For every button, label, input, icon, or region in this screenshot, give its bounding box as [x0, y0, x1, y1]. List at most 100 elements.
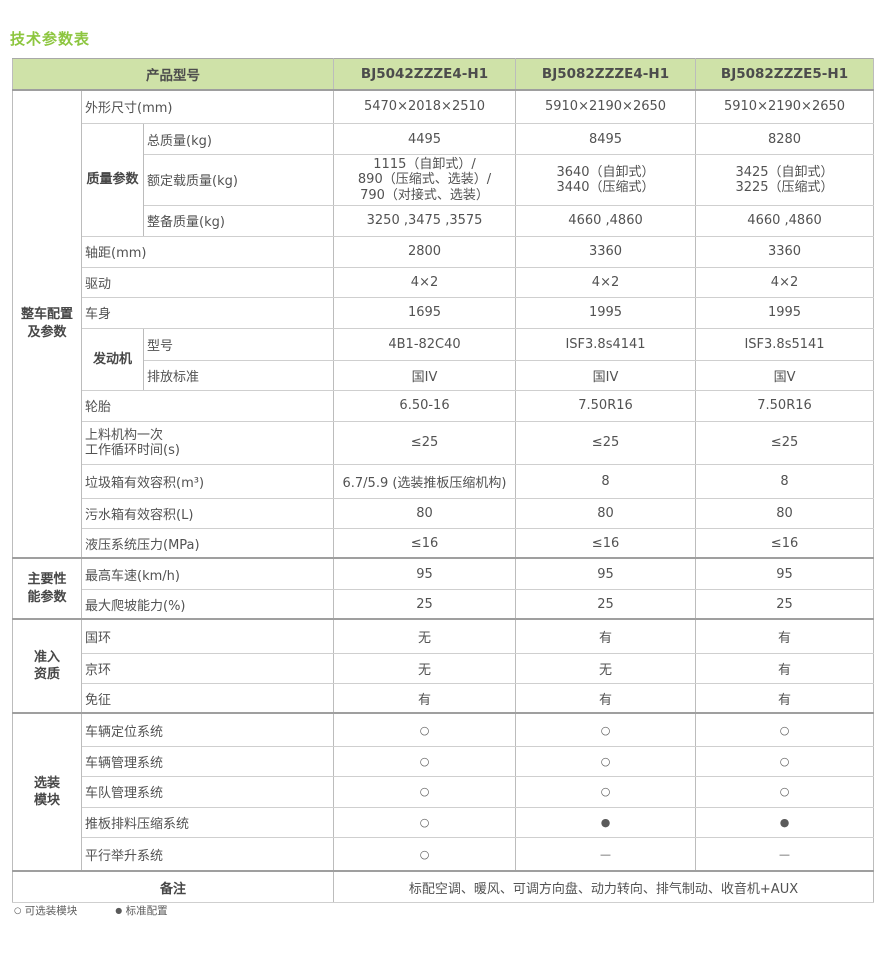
table-row-wheelbase: 轴距(mm) 2800 3360 3360: [13, 235, 875, 268]
row-label: 垃圾箱有效容积(m³): [80, 463, 335, 499]
cell-value: 4×2: [695, 266, 875, 298]
cell-symbol: ○: [515, 775, 697, 808]
row-label: 外形尺寸(mm): [80, 89, 335, 124]
table-row-remark: 备注 标配空调、暖风、可调方向盘、动力转向、排气制动、收音机+AUX: [11, 870, 875, 903]
remark-value: 标配空调、暖风、可调方向盘、动力转向、排气制动、收音机+AUX: [333, 870, 875, 903]
table-row-vehicle-mgmt-system: 车辆管理系统 ○ ○ ○: [13, 745, 875, 777]
cell-value: 80: [695, 497, 875, 529]
cell-value: 4660 ,4860: [515, 204, 697, 237]
cell-value: 无: [515, 652, 697, 684]
cell-value: 3640（自卸式） 3440（压缩式）: [515, 154, 697, 206]
cell-value: 国IV: [515, 359, 697, 391]
cell-value: ≤16: [515, 527, 697, 560]
group-vehicle-config: 整车配置 及参数: [12, 89, 82, 560]
cell-value: 25: [695, 588, 875, 621]
table-row-sewage-volume: 污水箱有效容积(L) 80 80 80: [13, 497, 875, 529]
legend-item-standard: ● 标准配置: [115, 905, 167, 917]
row-label: 驱动: [80, 266, 335, 298]
cell-value: 7.50R16: [515, 389, 697, 422]
table-row-total-mass: 质量参数 总质量(kg) 4495 8495 8280: [13, 123, 875, 237]
table-row-national-env: 准入 资质 国环 无 有 有: [12, 618, 875, 715]
cell-value: 3360: [515, 235, 697, 268]
cell-value: 6.7/5.9 (选装推板压缩机构): [333, 463, 517, 499]
cell-value: 3360: [695, 235, 875, 268]
model-header-2: BJ5082ZZZE4-H1: [515, 58, 697, 91]
cell-value: ≤25: [695, 420, 875, 465]
row-label: 京环: [80, 652, 335, 684]
table-row-engine-model: 发动机 型号 4B1-82C40 ISF3.8s4141 ISF3.8s5141: [13, 327, 875, 391]
model-header-3: BJ5082ZZZE5-H1: [695, 58, 875, 91]
cell-value: 95: [333, 557, 517, 590]
row-label: 额定载质量(kg): [142, 154, 335, 206]
cell-value: 2800: [333, 235, 517, 268]
table-row-curb-mass: 整备质量(kg) 3250 ,3475 ,3575 4660 ,4860 466…: [13, 204, 875, 237]
cell-value: 8: [515, 463, 697, 499]
cell-value: 1995: [695, 296, 875, 329]
cell-value: 有: [695, 618, 875, 654]
table-row-max-speed: 主要性 能参数 最高车速(km/h) 95 95 95: [12, 557, 875, 621]
cell-value: 无: [333, 618, 517, 654]
spec-table: 产品型号 BJ5042ZZZE4-H1 BJ5082ZZZE4-H1 BJ508…: [11, 58, 875, 903]
cell-value: ≤25: [515, 420, 697, 465]
group-performance: 主要性 能参数: [12, 557, 82, 621]
cell-value: 80: [515, 497, 697, 529]
table-row-gradeability: 最大爬坡能力(%) 25 25 25: [13, 588, 875, 621]
cell-value: 国IV: [333, 359, 517, 391]
circle-filled-icon: ●: [115, 906, 123, 915]
cell-value: 有: [333, 682, 517, 715]
table-row-dimensions: 整车配置 及参数 外形尺寸(mm) 5470×2018×2510 5910×21…: [12, 89, 875, 560]
cell-symbol: —: [695, 836, 875, 873]
cell-value: 有: [515, 618, 697, 654]
cell-symbol: ●: [515, 806, 697, 838]
cell-value: 80: [333, 497, 517, 529]
cell-value: ISF3.8s5141: [695, 327, 875, 361]
table-row-garbage-volume: 垃圾箱有效容积(m³) 6.7/5.9 (选装推板压缩机构) 8 8: [13, 463, 875, 499]
cell-value: 有: [515, 682, 697, 715]
cell-value: 5910×2190×2650: [515, 89, 697, 124]
group-optional-modules: 选装 模块: [12, 712, 82, 873]
cell-value: 5470×2018×2510: [333, 89, 517, 124]
row-label: 推板排料压缩系统: [80, 806, 335, 838]
group-mass-params: 质量参数: [81, 123, 144, 237]
cell-value: 4B1-82C40: [333, 327, 517, 361]
cell-value: 6.50-16: [333, 389, 517, 422]
table-row-hydraulic: 液压系统压力(MPa) ≤16 ≤16 ≤16: [13, 527, 875, 560]
cell-value: ≤16: [333, 527, 517, 560]
remark-label: 备注: [11, 870, 335, 903]
cell-symbol: ○: [333, 836, 517, 873]
row-label: 整备质量(kg): [142, 204, 335, 237]
cell-value: 国V: [695, 359, 875, 391]
cell-value: 3250 ,3475 ,3575: [333, 204, 517, 237]
row-label: 总质量(kg): [142, 123, 335, 155]
table-row-push-plate-system: 推板排料压缩系统 ○ ● ●: [13, 806, 875, 838]
cell-symbol: ○: [695, 775, 875, 808]
table-row-emission: 排放标准 国IV 国IV 国V: [13, 359, 875, 391]
cell-value: 25: [515, 588, 697, 621]
cell-value: 1115（自卸式）/ 890（压缩式、选装）/ 790（对接式、选装）: [333, 154, 517, 206]
legend-label: 标准配置: [125, 905, 168, 917]
cell-value: ≤16: [695, 527, 875, 560]
cell-value: 4495: [333, 123, 517, 155]
table-row-tax-exempt: 免征 有 有 有: [13, 682, 875, 715]
table-row-beijing-env: 京环 无 无 有: [13, 652, 875, 684]
table-row-parallel-lift-system: 平行举升系统 ○ — —: [13, 836, 875, 873]
model-header-1: BJ5042ZZZE4-H1: [333, 58, 517, 91]
row-label: 平行举升系统: [80, 836, 335, 873]
cell-symbol: ○: [695, 745, 875, 777]
cell-value: 5910×2190×2650: [695, 89, 875, 124]
cell-value: 95: [515, 557, 697, 590]
row-label: 最大爬坡能力(%): [80, 588, 335, 621]
cell-value: 3425（自卸式） 3225（压缩式）: [695, 154, 875, 206]
cell-value: 8: [695, 463, 875, 499]
cell-value: 无: [333, 652, 517, 684]
row-label: 车身: [80, 296, 335, 329]
cell-value: 4×2: [333, 266, 517, 298]
table-header-row: 产品型号 BJ5042ZZZE4-H1 BJ5082ZZZE4-H1 BJ508…: [11, 58, 875, 91]
row-label: 型号: [142, 327, 335, 361]
cell-symbol: ○: [333, 775, 517, 808]
row-label: 国环: [80, 618, 335, 654]
product-model-header: 产品型号: [11, 58, 335, 91]
row-label: 上料机构一次 工作循环时间(s): [80, 420, 335, 465]
cell-value: 8495: [515, 123, 697, 155]
table-row-tires: 轮胎 6.50-16 7.50R16 7.50R16: [13, 389, 875, 422]
